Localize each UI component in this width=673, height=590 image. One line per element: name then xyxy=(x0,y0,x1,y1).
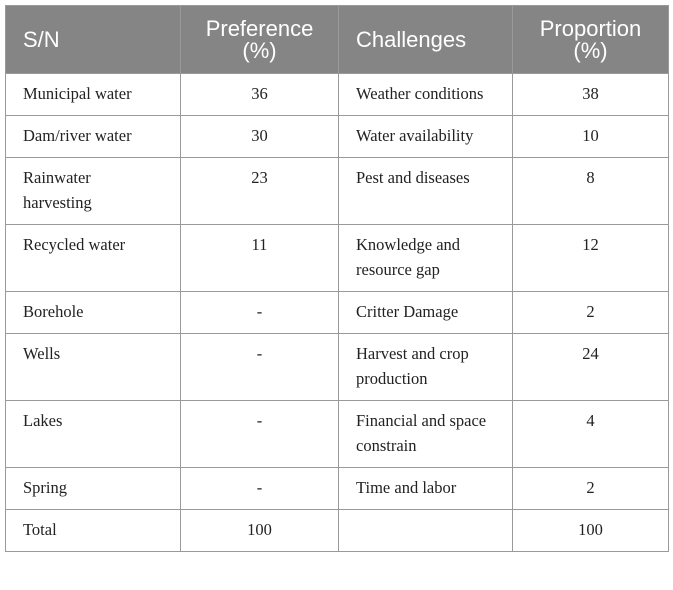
table-cell: Weather conditions xyxy=(338,73,513,116)
table-cell xyxy=(338,509,513,552)
table-cell: - xyxy=(180,400,339,468)
table-cell: Water availability xyxy=(338,115,513,158)
table-cell: 30 xyxy=(180,115,339,158)
table-cell: 23 xyxy=(180,157,339,225)
table-row: Lakes - Financial and space constrain 4 xyxy=(5,400,669,468)
table-cell: 8 xyxy=(512,157,669,225)
table-cell: Total xyxy=(5,509,181,552)
table-cell: Recycled water xyxy=(5,224,181,292)
table-cell: Lakes xyxy=(5,400,181,468)
table-cell: Borehole xyxy=(5,291,181,334)
header-cell: S/N xyxy=(5,5,181,74)
table-cell: 2 xyxy=(512,467,669,510)
header-text: Challenges xyxy=(356,26,467,52)
table-cell: - xyxy=(180,467,339,510)
table-cell: 12 xyxy=(512,224,669,292)
table-cell: Time and labor xyxy=(338,467,513,510)
header-cell: Preference (%) xyxy=(180,5,339,74)
table-cell: Spring xyxy=(5,467,181,510)
table-cell: Critter Damage xyxy=(338,291,513,334)
table-cell: Financial and space constrain xyxy=(338,400,513,468)
table-cell: 24 xyxy=(512,333,669,401)
table-cell: Harvest and crop production xyxy=(338,333,513,401)
table-cell: - xyxy=(180,333,339,401)
table-cell: Dam/river water xyxy=(5,115,181,158)
table-cell: Pest and diseases xyxy=(338,157,513,225)
table-cell: 11 xyxy=(180,224,339,292)
table-row: Spring - Time and labor 2 xyxy=(5,467,669,510)
table-header: S/N Preference (%) Challenges Proportion (%… xyxy=(5,5,669,74)
table-row: Wells - Harvest and crop production 24 xyxy=(5,333,669,401)
header-text: S/N xyxy=(23,26,60,52)
table-cell: - xyxy=(180,291,339,334)
header-text: Preference (%) xyxy=(205,15,314,63)
table-body: Municipal water 36 Weather conditions 38 Dam… xyxy=(5,73,669,552)
header-text: Proportion (%) xyxy=(539,15,642,63)
header-cell: Challenges xyxy=(338,5,513,74)
table-cell: 4 xyxy=(512,400,669,468)
header-cell: Proportion (%) xyxy=(512,5,669,74)
table-row: Rainwater harvesting 23 Pest and diseases 8 xyxy=(5,157,669,225)
table-cell: Rainwater harvesting xyxy=(5,157,181,225)
table-row: Municipal water 36 Weather conditions 38 xyxy=(5,73,669,116)
table-cell: Wells xyxy=(5,333,181,401)
table-cell: 36 xyxy=(180,73,339,116)
table-cell: 100 xyxy=(180,509,339,552)
header-row: S/N Preference (%) Challenges Proportion (%… xyxy=(5,5,669,74)
table-row: Dam/river water 30 Water availability 10 xyxy=(5,115,669,158)
table-cell: Knowledge and resource gap xyxy=(338,224,513,292)
table-cell: 10 xyxy=(512,115,669,158)
table-cell: 100 xyxy=(512,509,669,552)
table-cell: 2 xyxy=(512,291,669,334)
data-table: S/N Preference (%) Challenges Proportion (%… xyxy=(5,5,669,552)
table-row: Borehole - Critter Damage 2 xyxy=(5,291,669,334)
table-cell: 38 xyxy=(512,73,669,116)
table-cell: Municipal water xyxy=(5,73,181,116)
table-row: Total 100 100 xyxy=(5,509,669,552)
table-row: Recycled water 11 Knowledge and resource g… xyxy=(5,224,669,292)
